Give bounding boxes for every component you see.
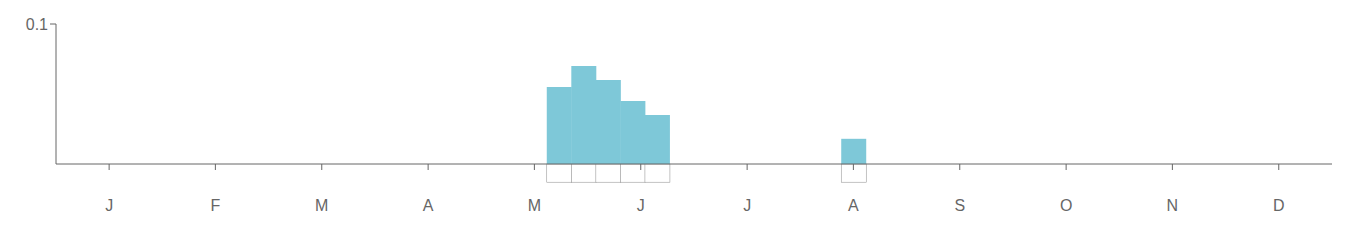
- svg-text:N: N: [1167, 197, 1179, 214]
- svg-text:A: A: [423, 197, 434, 214]
- svg-text:S: S: [954, 197, 965, 214]
- svg-text:J: J: [105, 197, 113, 214]
- svg-text:J: J: [743, 197, 751, 214]
- svg-text:0.1: 0.1: [26, 16, 48, 33]
- svg-text:O: O: [1060, 197, 1072, 214]
- svg-text:D: D: [1273, 197, 1285, 214]
- svg-text:F: F: [210, 197, 220, 214]
- svg-text:J: J: [637, 197, 645, 214]
- svg-text:A: A: [848, 197, 859, 214]
- svg-text:M: M: [528, 197, 541, 214]
- svg-text:M: M: [315, 197, 328, 214]
